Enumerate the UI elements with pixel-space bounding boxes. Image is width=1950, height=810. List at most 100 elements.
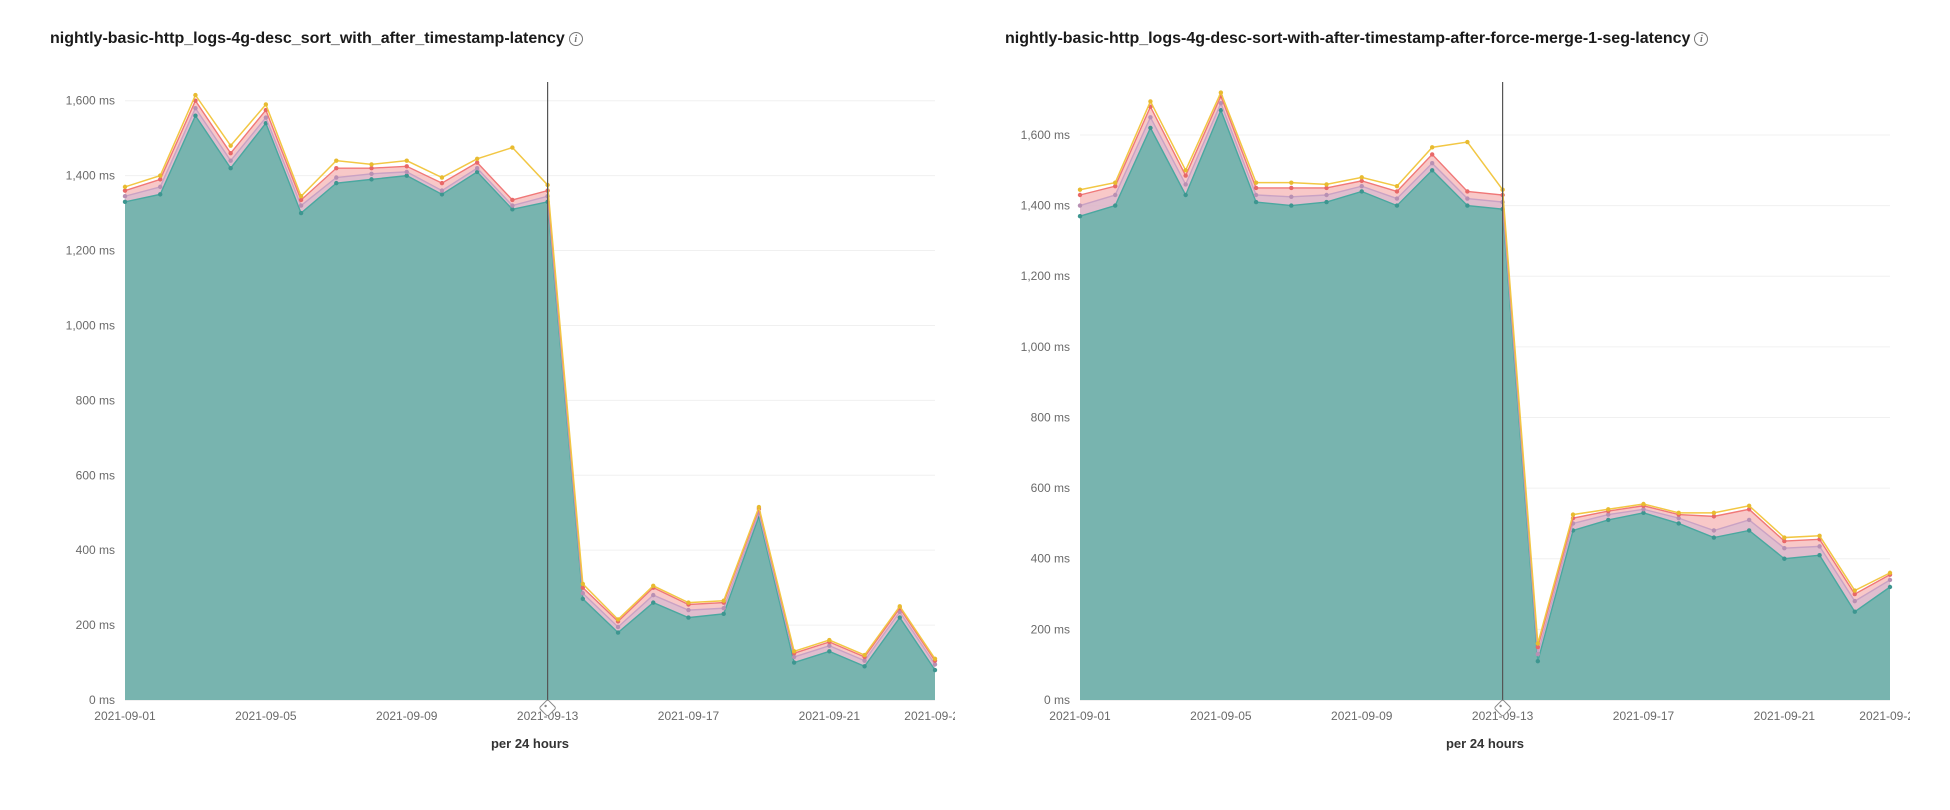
x-tick-label: 2021-09-17 <box>1613 709 1675 723</box>
marker-p50 <box>651 600 655 604</box>
marker-p100 <box>1360 175 1364 179</box>
marker-p99 <box>369 166 373 170</box>
marker-p50 <box>1148 126 1152 130</box>
y-tick-label: 1,000 ms <box>1021 340 1070 354</box>
chart-area: 0 ms200 ms400 ms600 ms800 ms1,000 ms1,20… <box>995 72 1910 770</box>
marker-p99 <box>1078 193 1082 197</box>
y-tick-label: 0 ms <box>89 693 115 707</box>
marker-p90 <box>1254 193 1258 197</box>
y-tick-label: 1,000 ms <box>66 318 115 332</box>
x-tick-label: 2021-09-21 <box>1754 709 1816 723</box>
marker-p99 <box>1465 189 1469 193</box>
marker-p99 <box>405 164 409 168</box>
marker-p50 <box>510 207 514 211</box>
marker-p50 <box>616 630 620 634</box>
marker-p90 <box>228 158 232 162</box>
marker-p100 <box>1324 182 1328 186</box>
x-axis-label: per 24 hours <box>1446 736 1524 751</box>
marker-p100 <box>405 158 409 162</box>
marker-p100 <box>1289 180 1293 184</box>
marker-p50 <box>1747 528 1751 532</box>
marker-p90 <box>686 608 690 612</box>
y-tick-label: 1,600 ms <box>1021 128 1070 142</box>
marker-p50 <box>123 200 127 204</box>
x-tick-label: 2021-09-09 <box>376 709 438 723</box>
marker-p100 <box>792 649 796 653</box>
y-tick-label: 800 ms <box>1031 410 1070 424</box>
marker-p100 <box>264 102 268 106</box>
marker-p100 <box>193 93 197 97</box>
y-tick-label: 1,600 ms <box>66 94 115 108</box>
marker-p50 <box>334 181 338 185</box>
marker-p99 <box>1289 186 1293 190</box>
x-tick-label: 2021-09-05 <box>235 709 297 723</box>
marker-p50 <box>1113 203 1117 207</box>
marker-p90 <box>581 591 585 595</box>
marker-p50 <box>827 649 831 653</box>
marker-p100 <box>721 599 725 603</box>
info-icon[interactable]: i <box>569 32 583 46</box>
marker-p50 <box>1606 518 1610 522</box>
y-tick-label: 400 ms <box>76 543 115 557</box>
marker-p100 <box>686 600 690 604</box>
marker-p100 <box>616 617 620 621</box>
marker-p100 <box>1536 641 1540 645</box>
marker-p50 <box>405 173 409 177</box>
y-tick-label: 600 ms <box>76 468 115 482</box>
marker-p100 <box>757 505 761 509</box>
marker-p50 <box>686 615 690 619</box>
marker-p90 <box>933 662 937 666</box>
marker-p50 <box>721 612 725 616</box>
marker-p90 <box>1360 184 1364 188</box>
marker-p90 <box>1465 196 1469 200</box>
marker-p90 <box>1113 193 1117 197</box>
marker-p100 <box>1465 140 1469 144</box>
marker-p100 <box>581 582 585 586</box>
marker-p100 <box>228 143 232 147</box>
chart-panel-left: nightly-basic-http_logs-4g-desc_sort_wit… <box>40 30 955 770</box>
marker-p50 <box>1712 535 1716 539</box>
y-tick-label: 400 ms <box>1031 552 1070 566</box>
area-chart: 0 ms200 ms400 ms600 ms800 ms1,000 ms1,20… <box>995 72 1910 770</box>
marker-p99 <box>1183 173 1187 177</box>
marker-p99 <box>334 166 338 170</box>
chart-title-text: nightly-basic-http_logs-4g-desc_sort_wit… <box>50 30 565 48</box>
marker-p100 <box>898 604 902 608</box>
marker-p100 <box>1078 188 1082 192</box>
marker-p50 <box>898 615 902 619</box>
marker-p90 <box>1782 546 1786 550</box>
marker-p90 <box>1183 182 1187 186</box>
marker-p90 <box>827 643 831 647</box>
info-icon[interactable]: i <box>1694 32 1708 46</box>
marker-p90 <box>1289 195 1293 199</box>
marker-p90 <box>721 606 725 610</box>
marker-p100 <box>158 173 162 177</box>
chart-area: 0 ms200 ms400 ms600 ms800 ms1,000 ms1,20… <box>40 72 955 770</box>
x-axis-label: per 24 hours <box>491 736 569 751</box>
marker-p50 <box>369 177 373 181</box>
marker-p100 <box>827 638 831 642</box>
marker-p90 <box>158 185 162 189</box>
marker-p99 <box>510 198 514 202</box>
x-tick-label: 2021-09-01 <box>94 709 156 723</box>
marker-p50 <box>228 166 232 170</box>
marker-p90 <box>440 188 444 192</box>
marker-p100 <box>475 157 479 161</box>
marker-p100 <box>862 653 866 657</box>
marker-p99 <box>123 188 127 192</box>
chart-title-text: nightly-basic-http_logs-4g-desc-sort-wit… <box>1005 30 1690 48</box>
x-tick-label: 2021-09-01 <box>1049 709 1111 723</box>
x-tick-label: 2021-09-25 <box>1859 709 1910 723</box>
marker-p99 <box>440 181 444 185</box>
marker-p50 <box>1324 200 1328 204</box>
y-tick-label: 800 ms <box>76 393 115 407</box>
marker-p90 <box>299 203 303 207</box>
marker-p100 <box>1747 504 1751 508</box>
marker-p90 <box>1747 518 1751 522</box>
marker-p50 <box>1465 203 1469 207</box>
marker-p50 <box>1183 193 1187 197</box>
marker-p90 <box>334 175 338 179</box>
marker-p90 <box>405 170 409 174</box>
marker-p90 <box>193 106 197 110</box>
marker-p90 <box>616 625 620 629</box>
